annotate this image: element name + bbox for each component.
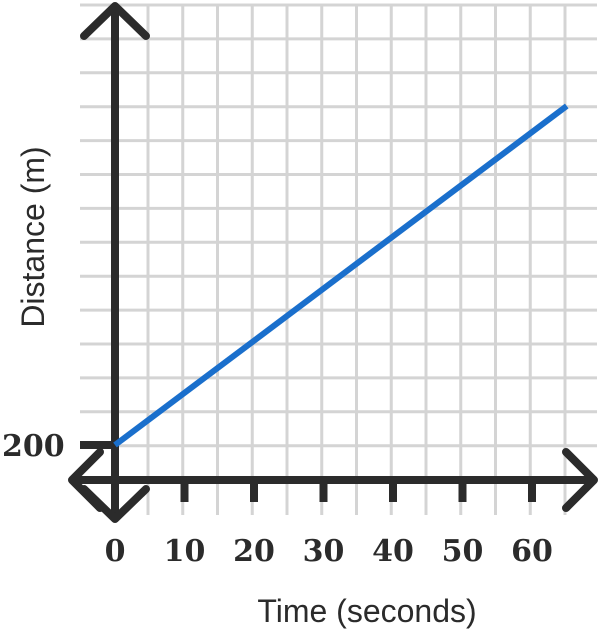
x-axis-label: Time (seconds) <box>257 593 476 629</box>
y-axis-arrow-up <box>80 2 150 40</box>
y-tick-label: 200 <box>2 429 65 464</box>
x-tick-label: 60 <box>511 534 553 569</box>
x-tick-label: 0 <box>105 534 126 569</box>
axes <box>68 2 598 523</box>
x-axis-arrow-right <box>562 448 598 512</box>
x-axis-arrow-left <box>68 448 104 512</box>
x-tick-label: 40 <box>372 534 414 569</box>
y-axis-label: Distance (m) <box>15 146 51 327</box>
x-tick-label: 20 <box>233 534 275 569</box>
series <box>113 103 569 448</box>
series-line <box>113 103 569 448</box>
x-tick-label: 50 <box>442 534 484 569</box>
x-tick-label: 30 <box>303 534 345 569</box>
grid <box>80 3 597 515</box>
labels: Time (seconds) Distance (m) 0 10 20 30 40 50 6… <box>2 146 553 629</box>
x-tick-label: 10 <box>164 534 206 569</box>
